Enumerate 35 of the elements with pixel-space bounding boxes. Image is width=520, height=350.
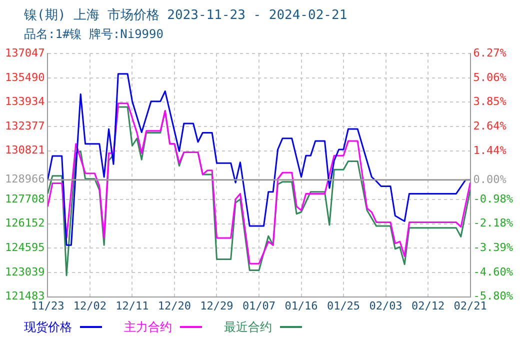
- y-tick-label: 126152: [4, 216, 45, 230]
- y-tick-label: 123039: [4, 265, 45, 278]
- y2-tick-label: 5.06%: [473, 70, 507, 84]
- legend-label: 主力合约: [124, 318, 172, 336]
- x-tick-label: 12/29: [200, 299, 234, 312]
- x-tick-label: 02/12: [411, 299, 445, 312]
- x-tick-label: 12/02: [73, 299, 107, 312]
- x-tick-label: 02/21: [454, 299, 487, 312]
- y2-tick-label: -3.39%: [473, 241, 514, 254]
- x-tick-label: 01/07: [242, 299, 276, 312]
- y-tick-label: 128966: [4, 172, 45, 186]
- y-tick-label: 130821: [4, 144, 45, 157]
- y2-tick-label: -4.60%: [473, 265, 514, 278]
- x-tick-label: 01/25: [326, 299, 360, 312]
- y2-tick-label: 0.00%: [473, 172, 507, 186]
- y-tick-label: 124595: [4, 241, 45, 254]
- y2-tick-label: 3.85%: [473, 95, 507, 108]
- x-tick-label: 12/11: [116, 299, 149, 312]
- legend-label: 最近合约: [224, 318, 272, 336]
- legend-label: 现货价格: [24, 318, 72, 336]
- y2-tick-label: 1.44%: [473, 144, 507, 157]
- x-tick-label: 02/03: [369, 299, 402, 312]
- y-tick-label: 133934: [4, 95, 46, 108]
- y-tick-label: 127708: [4, 192, 45, 206]
- y2-tick-label: -2.18%: [473, 216, 514, 230]
- y2-tick-label: -0.98%: [473, 192, 514, 206]
- chart-title: 镍(期) 上海 市场价格 2023-11-23 - 2024-02-21: [23, 7, 348, 24]
- y-tick-label: 132377: [4, 119, 45, 132]
- y-tick-label: 137047: [4, 46, 45, 60]
- chart-subtitle: 品名:1#镍 牌号:Ni9990: [23, 26, 164, 43]
- y2-tick-label: 2.64%: [473, 120, 507, 133]
- x-tick-label: 12/20: [158, 299, 192, 312]
- y-tick-label: 135490: [4, 70, 45, 84]
- x-tick-label: 01/16: [284, 299, 318, 312]
- y2-tick-label: 6.27%: [473, 46, 507, 60]
